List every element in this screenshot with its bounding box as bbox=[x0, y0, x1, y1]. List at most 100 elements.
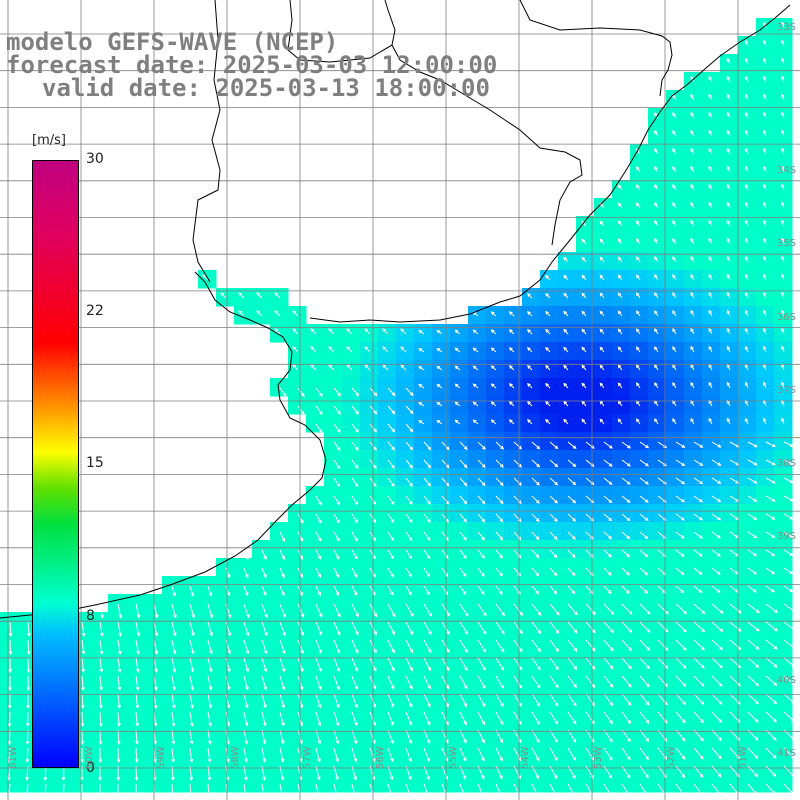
wind-arrow bbox=[202, 274, 209, 281]
wind-cell bbox=[486, 630, 505, 649]
wind-arrow bbox=[495, 729, 503, 743]
wind-cell bbox=[90, 720, 109, 739]
wind-cell bbox=[576, 720, 595, 739]
wind-arrow-head bbox=[25, 759, 30, 764]
wind-cell bbox=[396, 774, 415, 793]
wind-cell bbox=[270, 756, 289, 775]
wind-arrow-head bbox=[328, 346, 333, 351]
wind-arrow-head bbox=[170, 795, 175, 800]
wind-arrow-head bbox=[390, 721, 395, 726]
wind-arrow bbox=[693, 513, 703, 521]
wind-arrow-head bbox=[608, 445, 613, 449]
wind-arrow bbox=[603, 459, 613, 467]
wind-arrow bbox=[441, 531, 449, 541]
wind-arrow bbox=[351, 387, 359, 396]
wind-arrow-head bbox=[454, 311, 459, 316]
wind-arrow-head bbox=[626, 535, 631, 540]
wind-speed-field bbox=[0, 18, 793, 793]
wind-arrow-head bbox=[190, 592, 195, 597]
wind-arrow-head bbox=[43, 777, 48, 782]
wind-arrow bbox=[333, 495, 340, 505]
wind-arrow bbox=[135, 657, 139, 672]
wind-arrow-head bbox=[208, 592, 213, 597]
wind-arrow bbox=[585, 729, 595, 742]
lon-label: 55W bbox=[448, 746, 459, 769]
wind-cell bbox=[414, 558, 433, 577]
wind-arrow-head bbox=[753, 516, 758, 520]
wind-arrow bbox=[711, 549, 721, 557]
wind-arrow-head bbox=[773, 682, 778, 686]
wind-arrow-head bbox=[445, 703, 449, 708]
wind-arrow bbox=[135, 621, 140, 636]
wind-arrow-head bbox=[517, 590, 521, 595]
wind-cell bbox=[522, 774, 541, 793]
wind-cell bbox=[198, 720, 217, 739]
wind-arrow bbox=[585, 441, 595, 449]
wind-arrow-head bbox=[645, 738, 650, 742]
wind-cell bbox=[108, 648, 127, 667]
wind-cell bbox=[342, 504, 361, 523]
wind-arrow-head bbox=[527, 329, 531, 333]
wind-cell bbox=[576, 666, 595, 685]
wind-arrow-head bbox=[117, 668, 122, 673]
wind-arrow-head bbox=[300, 613, 305, 618]
wind-arrow-head bbox=[572, 536, 576, 540]
wind-cell bbox=[594, 450, 613, 469]
wind-arrow-head bbox=[726, 165, 731, 170]
wind-arrow bbox=[675, 657, 687, 669]
wind-cell bbox=[774, 504, 793, 523]
wind-arrow-head bbox=[536, 481, 540, 486]
wind-arrow-head bbox=[245, 574, 249, 579]
wind-arrow bbox=[621, 675, 632, 688]
wind-arrow-head bbox=[463, 446, 468, 450]
wind-arrow-head bbox=[545, 292, 549, 297]
wind-cell bbox=[756, 450, 775, 469]
wind-arrow-head bbox=[400, 346, 405, 351]
wind-arrow bbox=[459, 711, 467, 725]
wind-cell bbox=[0, 702, 19, 721]
wind-cell bbox=[252, 576, 271, 595]
wind-arrow bbox=[477, 477, 486, 486]
wind-arrow bbox=[459, 585, 467, 595]
wind-cell bbox=[342, 432, 361, 451]
wind-cell bbox=[414, 756, 433, 775]
wind-arrow bbox=[274, 292, 281, 299]
wind-arrow-head bbox=[281, 704, 286, 709]
wind-cell bbox=[324, 666, 343, 685]
wind-arrow-head bbox=[553, 536, 558, 540]
wind-arrow-head bbox=[220, 292, 225, 297]
wind-arrow-head bbox=[299, 704, 304, 709]
wind-arrow-head bbox=[263, 556, 267, 561]
wind-arrow-head bbox=[318, 429, 323, 433]
wind-arrow-head bbox=[319, 613, 323, 618]
wind-arrow bbox=[441, 495, 449, 505]
wind-arrow-head bbox=[726, 291, 731, 296]
wind-arrow-head bbox=[553, 554, 558, 559]
wind-arrow-head bbox=[589, 572, 594, 576]
wind-cell bbox=[540, 738, 559, 757]
wind-arrow-head bbox=[300, 631, 305, 636]
wind-cell bbox=[684, 540, 703, 559]
wind-arrow-head bbox=[328, 364, 333, 369]
lon-label: 53W bbox=[593, 746, 604, 769]
wind-arrow-head bbox=[26, 687, 31, 692]
wind-arrow-head bbox=[690, 417, 694, 422]
wind-cell bbox=[216, 702, 235, 721]
wind-arrow bbox=[351, 513, 358, 523]
wind-arrow-head bbox=[644, 792, 649, 797]
wind-arrow bbox=[603, 531, 612, 540]
wind-arrow-head bbox=[226, 704, 231, 709]
wind-arrow-head bbox=[654, 112, 658, 116]
wind-cell bbox=[162, 594, 181, 613]
wind-arrow bbox=[459, 567, 467, 577]
wind-arrow-head bbox=[81, 632, 86, 637]
wind-arrow bbox=[333, 747, 339, 762]
wind-arrow bbox=[531, 621, 541, 634]
wind-arrow-head bbox=[274, 310, 279, 315]
wind-arrow bbox=[405, 657, 413, 671]
wind-cell bbox=[774, 576, 793, 595]
wind-cell bbox=[468, 558, 487, 577]
wind-cell bbox=[360, 468, 379, 487]
wind-arrow bbox=[405, 747, 412, 762]
wind-cell bbox=[378, 558, 397, 577]
